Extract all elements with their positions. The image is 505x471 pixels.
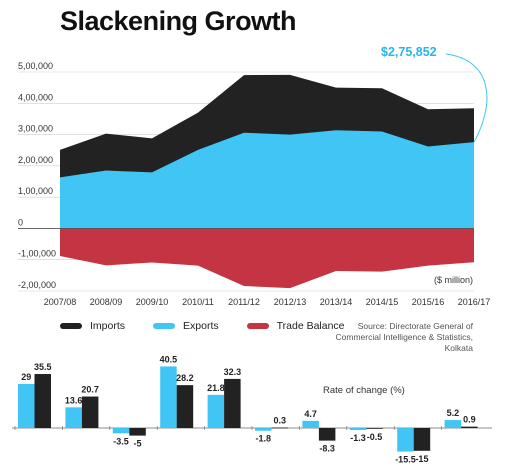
exports-rate-bar	[255, 428, 272, 431]
source-line-3: Kolkata	[444, 343, 473, 353]
x-tick-label: 2011/12	[228, 297, 260, 307]
x-tick-label: 2013/14	[320, 297, 353, 307]
exports-rate-bar	[302, 420, 319, 428]
y-tick-label: -2,00,000	[18, 280, 56, 290]
exports-rate-label: 5.2	[447, 408, 460, 418]
exports-rate-bar	[160, 366, 177, 428]
imports-rate-label: 0.9	[463, 415, 476, 425]
source-note: Source: Directorate General of Commercia…	[336, 321, 473, 354]
legend-item-imports: Imports	[60, 320, 125, 332]
latest-exports-callout: $2,75,852	[381, 45, 437, 59]
legend-item-trade-balance: Trade Balance	[246, 320, 345, 332]
imports-rate-label: -8.3	[319, 444, 335, 454]
imports-rate-bar	[34, 374, 51, 428]
exports-rate-bar	[65, 407, 82, 428]
y-tick-label: 0	[18, 217, 23, 227]
legend: Imports Exports Trade Balance	[60, 320, 373, 332]
exports-rate-bar	[207, 394, 225, 428]
y-tick-label: 4,00,000	[18, 92, 53, 102]
imports-rate-label: -0.5	[367, 432, 383, 442]
legend-item-exports: Exports	[153, 320, 219, 332]
exports-rate-bar	[444, 420, 462, 428]
imports-rate-bar	[81, 396, 99, 428]
exports-rate-bar	[18, 383, 35, 428]
imports-rate-label: 20.7	[81, 385, 99, 395]
imports-rate-label: 35.5	[34, 362, 52, 372]
callout-connector	[445, 53, 488, 143]
x-tick-label: 2015/16	[412, 297, 445, 307]
x-tick-label: 2012/13	[274, 297, 307, 307]
legend-swatch-trade-balance	[246, 323, 269, 329]
imports-rate-bar	[318, 428, 336, 441]
imports-rate-bar	[176, 385, 194, 428]
exports-area	[60, 130, 474, 229]
legend-swatch-exports	[153, 323, 176, 329]
exports-rate-label: -1.3	[350, 433, 366, 443]
exports-rate-label: -3.5	[113, 436, 129, 446]
exports-rate-label: 4.7	[304, 409, 317, 419]
source-line-2: Commercial Intelligence & Statistics,	[335, 332, 473, 342]
imports-rate-bar	[461, 426, 478, 428]
imports-rate-bar	[224, 378, 241, 428]
legend-label-exports: Exports	[183, 320, 219, 332]
imports-rate-label: 28.2	[176, 373, 194, 383]
source-line-1: Source: Directorate General of	[357, 321, 473, 331]
y-tick-label: 2,00,000	[18, 155, 53, 165]
y-tick-label: 3,00,000	[18, 124, 53, 134]
x-tick-label: 2014/15	[366, 297, 399, 307]
exports-rate-label: -15.5	[395, 455, 416, 465]
exports-rate-bar	[349, 428, 367, 430]
imports-rate-bar	[413, 428, 431, 451]
exports-rate-bar	[112, 428, 130, 434]
trade-balance-area	[60, 228, 474, 289]
rate-of-change-label: Rate of change (%)	[323, 385, 405, 396]
exports-rate-label: 29	[21, 372, 31, 382]
x-tick-label: 2008/09	[90, 297, 123, 307]
unit-note: ($ million)	[434, 275, 474, 285]
y-tick-label: -1,00,000	[18, 249, 56, 259]
y-tick-label: 5,00,000	[18, 61, 53, 71]
exports-rate-label: -1.8	[255, 434, 271, 444]
legend-label-trade-balance: Trade Balance	[276, 320, 345, 332]
x-tick-label: 2016/17	[458, 297, 491, 307]
legend-label-imports: Imports	[90, 320, 126, 332]
imports-rate-bar	[366, 428, 383, 429]
exports-rate-label: 40.5	[160, 354, 178, 364]
exports-rate-bar	[397, 428, 414, 452]
exports-rate-label: 21.8	[207, 383, 225, 393]
imports-rate-label: 32.3	[224, 367, 242, 377]
x-tick-label: 2010/11	[182, 297, 214, 307]
imports-rate-bar	[271, 427, 288, 429]
x-tick-label: 2007/08	[44, 297, 77, 307]
imports-rate-bar	[129, 428, 146, 436]
imports-rate-label: -15	[415, 454, 428, 464]
chart-title: Slackening Growth	[60, 6, 297, 36]
exports-rate-label: 13.6	[65, 395, 83, 405]
imports-rate-label: 0.3	[273, 416, 286, 426]
x-tick-label: 2009/10	[136, 297, 169, 307]
legend-swatch-imports	[60, 323, 82, 329]
imports-rate-label: -5	[134, 439, 142, 449]
y-tick-label: 1,00,000	[18, 186, 53, 196]
